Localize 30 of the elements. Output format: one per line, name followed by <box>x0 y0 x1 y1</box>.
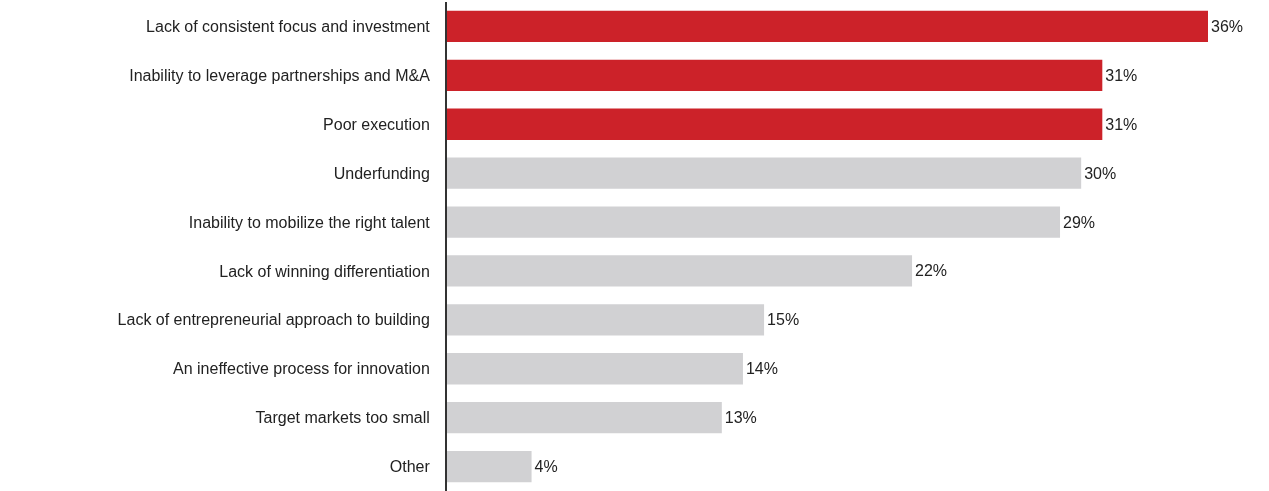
data-label: 22% <box>915 262 948 280</box>
y-tick-label: Inability to leverage partnerships and M&A <box>129 66 431 84</box>
data-label: 29% <box>1063 213 1096 231</box>
bar <box>447 59 1103 91</box>
data-label: 4% <box>534 458 558 476</box>
data-label: 36% <box>1211 17 1244 35</box>
data-label: 31% <box>1105 66 1138 84</box>
data-label: 31% <box>1105 115 1138 133</box>
data-label: 30% <box>1084 164 1117 182</box>
data-label: 15% <box>767 311 800 329</box>
y-tick-label: Lack of consistent focus and investment <box>146 18 431 36</box>
bar <box>447 10 1208 43</box>
y-tick-label: Target markets too small <box>255 409 430 427</box>
bar <box>447 304 765 336</box>
bar <box>447 206 1061 238</box>
bar <box>447 255 913 287</box>
bar <box>447 402 722 434</box>
data-label: 13% <box>724 409 757 427</box>
y-tick-label: Lack of winning differentiation <box>219 262 430 280</box>
y-tick-label: Underfunding <box>333 164 430 182</box>
y-tick-label: Lack of entrepreneurial approach to building <box>117 311 430 329</box>
bar <box>447 157 1082 189</box>
y-tick-label: Other <box>389 458 431 476</box>
y-tick-label: Inability to mobilize the right talent <box>188 213 431 231</box>
y-tick-label: Poor execution <box>323 115 430 133</box>
bar <box>447 108 1103 140</box>
data-label: 14% <box>745 360 778 378</box>
bar <box>447 353 743 385</box>
y-tick-label: An ineffective process for innovation <box>173 360 430 378</box>
bar <box>447 450 532 483</box>
